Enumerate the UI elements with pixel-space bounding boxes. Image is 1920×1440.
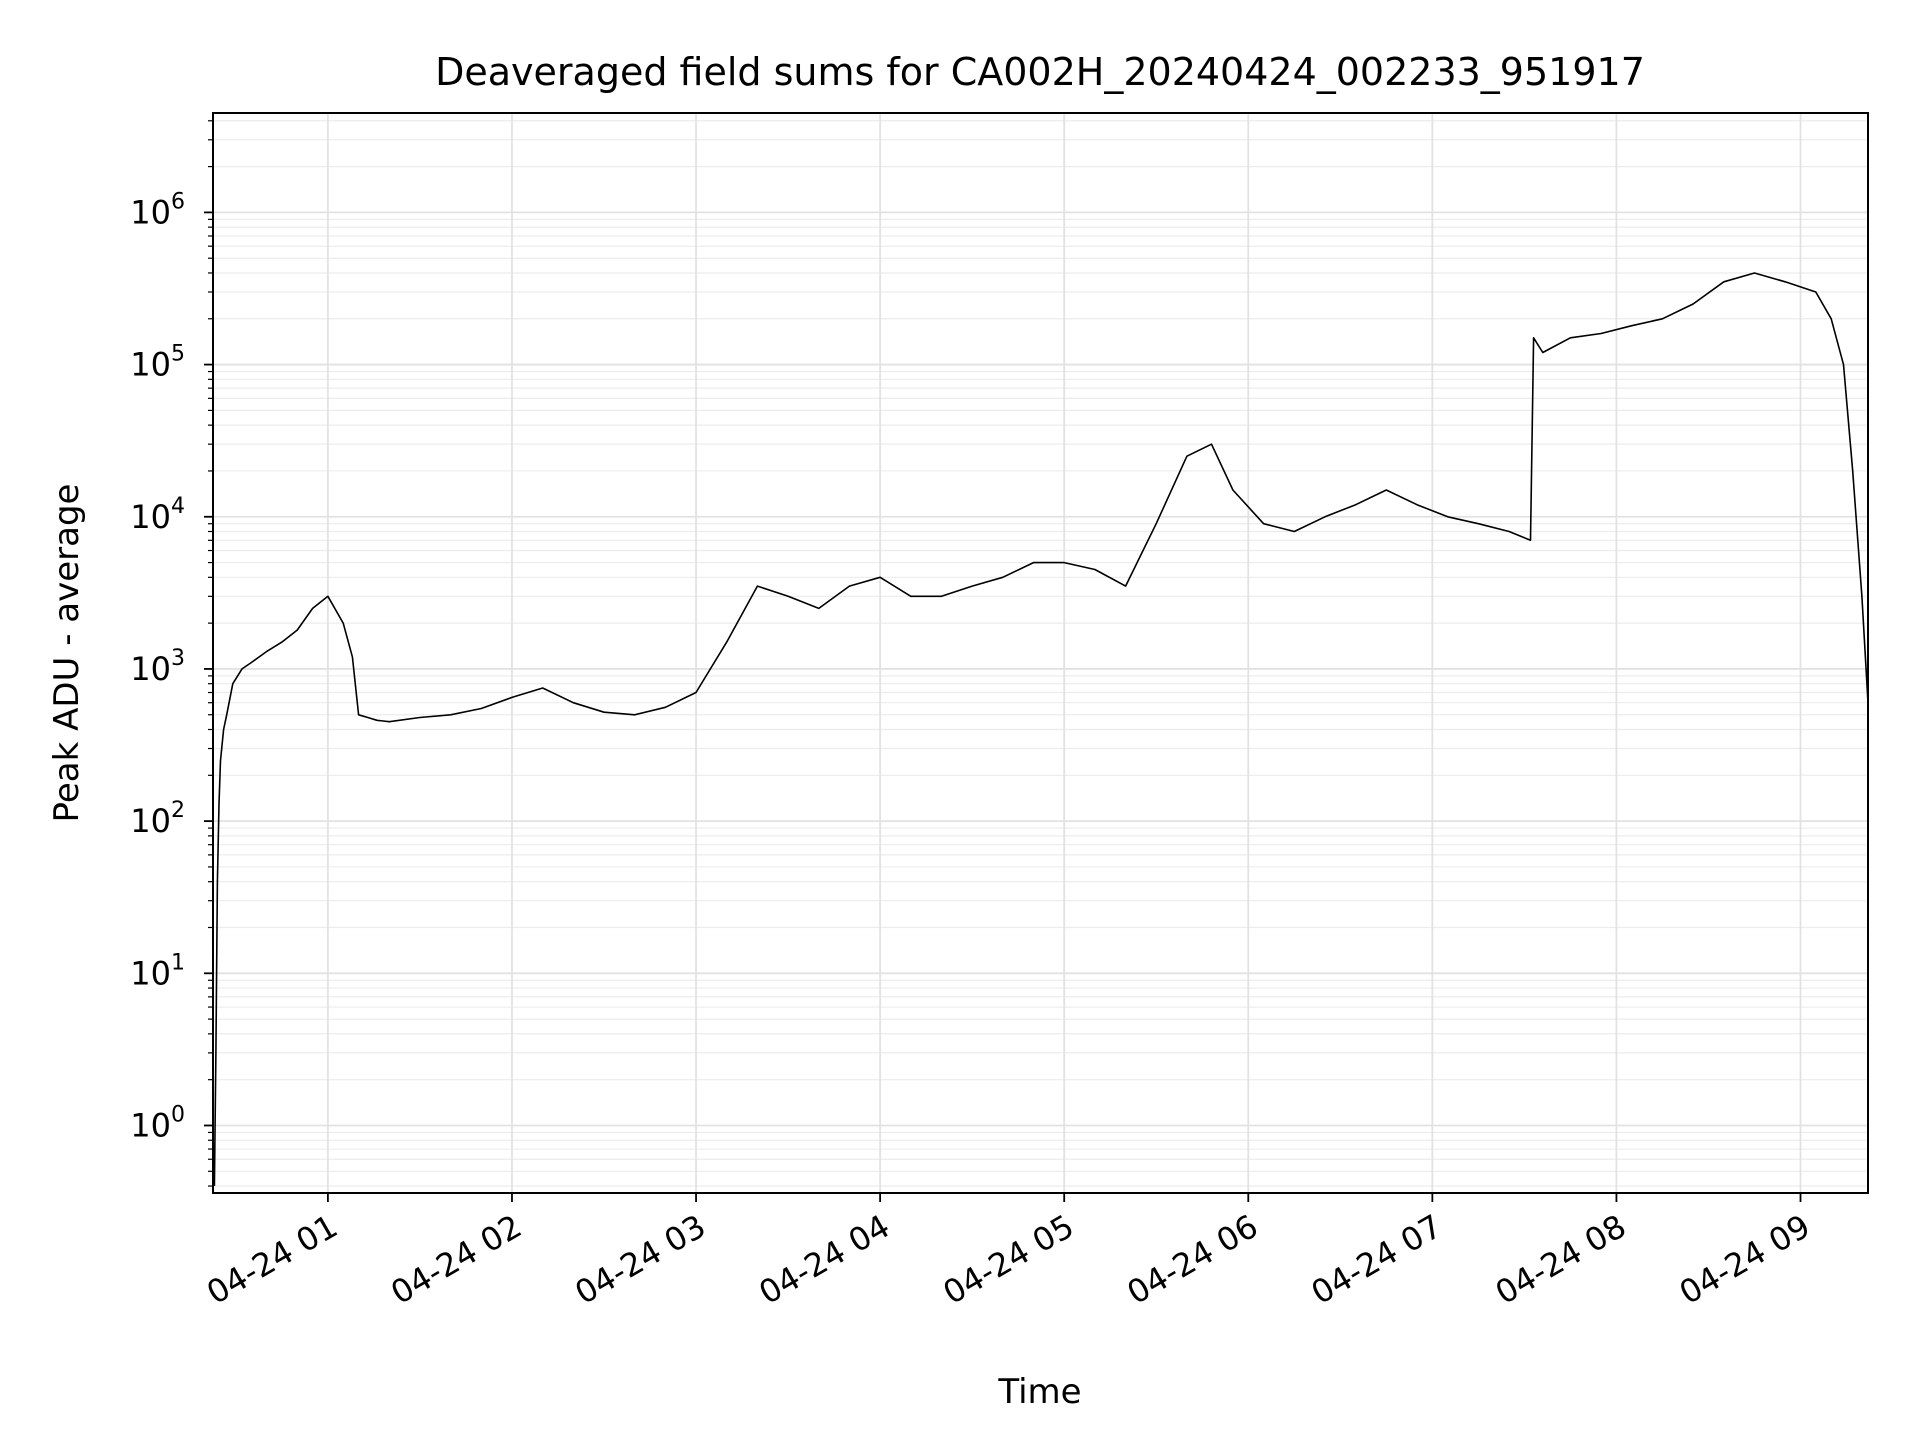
y-tick-label: 101 (130, 950, 185, 992)
y-tick-label: 102 (130, 798, 185, 840)
major-gridlines (213, 113, 1868, 1193)
y-tick-label: 104 (130, 494, 185, 536)
y-axis-ticks: 100 101 102 103 104 105 106 (130, 120, 213, 1187)
series-line (213, 272, 1869, 1187)
x-axis-label: Time (997, 1372, 1081, 1412)
chart-title: Deaveraged field sums for CA002H_2024042… (435, 50, 1645, 94)
y-tick-label: 105 (130, 342, 185, 384)
y-tick-label: 103 (130, 646, 185, 688)
y-tick-label: 106 (130, 189, 185, 231)
series-group (213, 272, 1869, 1187)
minor-gridlines (213, 120, 1868, 1187)
plot-frame (212, 112, 1869, 1194)
y-tick-label: 100 (130, 1102, 185, 1144)
y-axis-label: Peak ADU - average (47, 484, 87, 823)
